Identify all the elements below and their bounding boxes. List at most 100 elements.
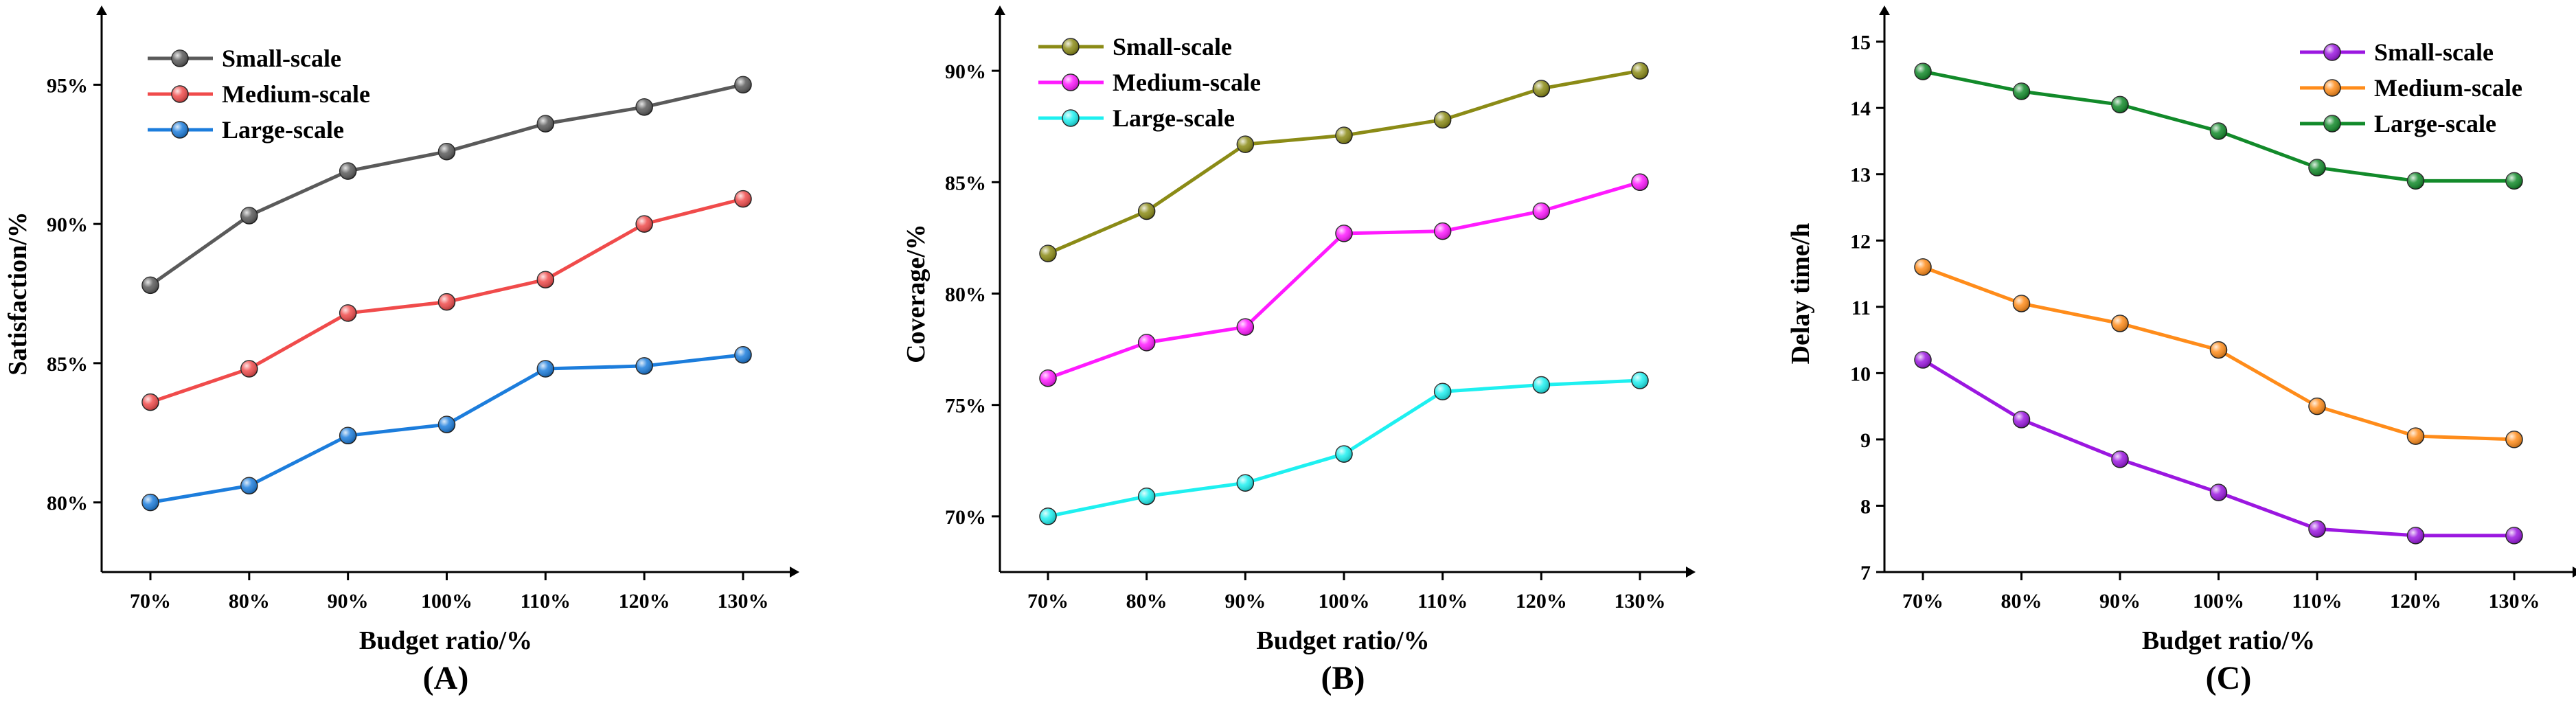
chart-panel-2: 70% 80% 90% 100% 110% 120% 130% 70% 75% 80% 85% 90%… [902, 5, 1696, 696]
series-small-scale [1039, 62, 1649, 262]
data-point-shine [142, 393, 159, 411]
data-point-shine [240, 207, 258, 224]
legend-marker-shine [2324, 80, 2340, 96]
data-point-shine [240, 477, 258, 494]
y-tick-label: 12 [1850, 230, 1871, 253]
series-small-scale [141, 76, 752, 295]
data-point-shine [537, 271, 554, 288]
data-point-shine [2506, 527, 2522, 544]
data-point-shine [1434, 222, 1451, 240]
legend-marker-shine [1062, 110, 1079, 126]
x-tick-label: 90% [1224, 590, 1266, 613]
data-point-shine [2309, 521, 2325, 538]
data-point-shine [240, 360, 258, 377]
data-point-shine [1434, 383, 1451, 400]
y-axis-arrow [1879, 5, 1890, 15]
legend-label: Medium-scale [222, 80, 370, 108]
data-point-shine [2407, 172, 2424, 190]
data-point-shine [1533, 376, 1550, 393]
data-point-shine [1138, 334, 1155, 351]
series-line [149, 82, 744, 287]
legend-label: Small-scale [1113, 33, 1232, 60]
x-tick-label: 80% [1126, 590, 1167, 613]
data-point-shine [1237, 475, 1254, 492]
data-point-shine [1336, 127, 1352, 144]
data-point-shine [1632, 62, 1648, 80]
y-tick-label: 75% [945, 395, 986, 418]
data-point-shine [2506, 431, 2522, 448]
x-axis-title: Budget ratio/% [1256, 626, 1429, 655]
legend-label: Large-scale [1113, 104, 1235, 132]
legend-label: Large-scale [222, 116, 344, 144]
x-tick-label: 90% [328, 590, 369, 613]
legend-marker-shine [172, 50, 188, 67]
y-axis-title: Satisfaction/% [3, 212, 32, 376]
data-point-shine [1336, 225, 1352, 242]
data-point-shine [1434, 111, 1451, 128]
y-tick-label: 80% [47, 492, 88, 515]
data-point-shine [735, 190, 751, 207]
data-point-shine [636, 216, 653, 233]
x-tick-label: 70% [1027, 590, 1069, 613]
legend-marker-shine [172, 122, 188, 138]
x-tick-label: 100% [2193, 590, 2244, 613]
x-tick-label: 130% [718, 590, 769, 613]
data-point-shine [339, 163, 356, 180]
x-tick-label: 70% [1902, 590, 1944, 613]
data-point-shine [1336, 446, 1352, 463]
data-point-shine [1040, 245, 1056, 262]
data-point-shine [1533, 80, 1550, 98]
data-point-shine [2407, 527, 2424, 544]
legend-marker-shine [1062, 74, 1079, 91]
data-point-shine [1040, 507, 1056, 525]
data-point-shine [2210, 484, 2227, 501]
data-point-shine [339, 304, 356, 321]
legend-label: Medium-scale [2374, 74, 2522, 102]
y-tick-label: 90% [47, 214, 88, 236]
legend-marker-shine [172, 86, 188, 102]
x-tick-label: 120% [2390, 590, 2441, 613]
data-point-shine [2013, 83, 2030, 100]
series-large-scale [141, 345, 752, 512]
data-point-shine [636, 357, 653, 374]
x-tick-label: 100% [1319, 590, 1370, 613]
legend-entry: Large-scale [1038, 104, 1235, 132]
y-tick-label: 80% [945, 284, 986, 306]
legend-marker-shine [1062, 38, 1079, 55]
legend-marker-shine [2324, 115, 2340, 132]
x-tick-label: 80% [229, 590, 270, 613]
series-medium-scale [1039, 173, 1649, 387]
y-tick-label: 10 [1850, 363, 1871, 385]
data-point-shine [1237, 319, 1254, 336]
data-point-shine [1915, 63, 1931, 80]
panel-label: (C) [2206, 660, 2252, 696]
data-point-shine [2309, 159, 2325, 176]
data-point-shine [2407, 428, 2424, 445]
legend-label: Medium-scale [1113, 69, 1261, 96]
x-tick-label: 120% [1516, 590, 1567, 613]
data-point-shine [2309, 398, 2325, 415]
y-axis-arrow [96, 5, 107, 15]
x-tick-label: 120% [619, 590, 670, 613]
series-small-scale [1914, 351, 2523, 545]
series-line [1047, 180, 1641, 380]
chart-panel-3: 70% 80% 90% 100% 110% 120% 130% 7 8 9 10 11 12 13 14 15… [1786, 5, 2576, 696]
x-tick-label: 80% [2001, 590, 2042, 613]
panel-label: (B) [1321, 660, 1365, 696]
x-tick-label: 70% [130, 590, 171, 613]
data-point-shine [537, 360, 554, 377]
data-point-shine [1237, 136, 1254, 153]
y-tick-label: 90% [945, 60, 986, 83]
data-point-shine [142, 494, 159, 511]
legend-label: Small-scale [222, 45, 341, 72]
x-tick-label: 110% [2292, 590, 2342, 613]
data-point-shine [1040, 369, 1056, 387]
data-point-shine [1632, 174, 1648, 191]
legend-entry: Medium-scale [2300, 74, 2522, 102]
data-point-shine [735, 76, 751, 93]
y-axis-title: Coverage/% [902, 224, 931, 363]
x-tick-label: 130% [2489, 590, 2540, 613]
x-axis-title: Budget ratio/% [359, 626, 532, 655]
y-tick-label: 11 [1851, 297, 1871, 319]
data-point-shine [2210, 341, 2227, 358]
